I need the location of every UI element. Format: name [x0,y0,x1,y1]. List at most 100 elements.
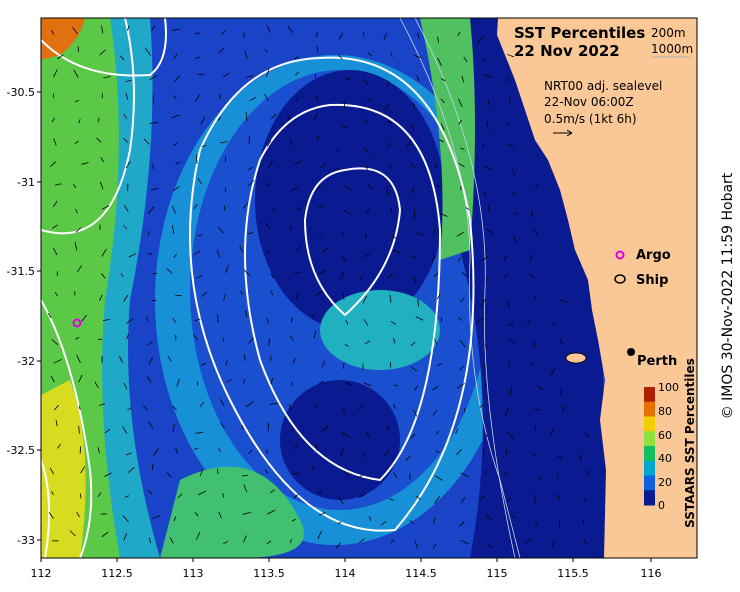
velocity-arrow [487,206,490,212]
velocity-arrow [294,160,302,165]
velocity-arrow [363,253,371,258]
velocity-arrow [147,421,154,429]
velocity-arrow [171,28,181,31]
velocity-arrow [194,56,201,59]
velocity-arrow [193,334,199,341]
velocity-arrow [435,475,443,481]
velocity-arrow [173,94,177,100]
velocity-arrow [123,114,128,120]
velocity-arrow [172,405,177,411]
velocity-arrow [50,29,55,35]
velocity-arrow [270,273,274,279]
velocity-arrow [270,489,275,494]
velocity-arrow [147,206,155,214]
velocity-arrow [412,124,414,132]
velocity-arrow [387,142,392,147]
x-tick-label: 116 [641,567,662,580]
velocity-arrow [125,92,129,101]
velocity-arrow [533,341,536,348]
velocity-arrow [148,537,152,544]
velocity-arrow [459,521,465,527]
velocity-arrow [248,449,253,454]
velocity-arrow [437,57,442,66]
velocity-arrow [177,493,183,498]
ship-legend-icon [614,274,626,284]
velocity-arrow [529,274,536,280]
x-axis: 112 112.5 113 113.5 114 114.5 115 115.5 … [31,558,662,580]
velocity-arrow [126,25,130,31]
isobath-label-200m: 200m [651,26,686,40]
velocity-arrow [434,338,438,345]
velocity-arrow [198,490,207,496]
velocity-arrow [243,535,247,543]
velocity-arrow [341,232,345,237]
velocity-arrow [390,235,398,240]
argo-legend-icon [615,250,625,260]
velocity-arrow [266,183,272,187]
velocity-arrow [342,125,348,129]
velocity-arrow [48,512,54,519]
velocity-arrow [484,343,488,349]
velocity-arrow [242,202,249,209]
velocity-arrow [507,321,515,327]
colorbar [644,387,655,506]
velocity-arrow [417,32,420,40]
velocity-arrow [433,543,437,549]
velocity-arrow [172,424,175,432]
velocity-arrow [266,25,271,33]
velocity-arrow [248,135,251,144]
velocity-arrow [435,450,440,454]
velocity-arrow [166,472,172,478]
velocity-arrow [345,319,349,325]
velocity-arrow [317,530,322,540]
velocity-arrow [484,470,488,476]
velocity-arrow [321,425,330,432]
velocity-arrow [148,356,154,365]
velocity-arrow [550,428,555,435]
velocity-arrow [338,54,343,60]
velocity-arrow [504,408,510,416]
velocity-arrow [225,359,228,366]
velocity-arrow [321,360,326,368]
velocity-arrow [413,209,416,218]
colorbar-title: SSTAARS SST Percentiles [683,358,697,528]
copyright-notice: © IMOS 30-Nov-2022 11:59 Hobart [720,172,736,420]
velocity-arrow [343,470,350,477]
velocity-arrow [431,255,436,263]
velocity-arrow [508,360,511,367]
velocity-arrow [503,471,509,475]
velocity-arrow [583,539,588,545]
yellow-patch-west [41,380,86,558]
velocity-arrow [318,380,325,385]
velocity-arrow [412,276,417,284]
velocity-arrow [201,145,207,147]
velocity-arrow [119,356,124,363]
velocity-arrow [413,54,422,59]
velocity-arrow [485,277,488,283]
velocity-arrow [415,495,421,500]
velocity-arrow [242,379,246,384]
velocity-arrow [218,448,221,452]
velocity-arrow [314,113,318,121]
velocity-arrow [53,359,62,364]
velocity-arrows [47,25,591,549]
velocity-arrow [482,448,485,455]
velocity-arrow [271,208,276,213]
velocity-arrow [51,117,55,123]
velocity-arrow [460,147,465,150]
velocity-arrow [222,337,225,342]
velocity-arrow [123,137,129,143]
velocity-arrow [128,253,136,258]
velocity-arrow [101,531,109,538]
velocity-arrow [193,203,198,209]
velocity-arrow [432,409,438,416]
velocity-arrow [151,25,155,32]
velocity-arrow [77,265,83,273]
velocity-arrow [99,403,106,406]
velocity-arrow [459,365,464,371]
velocity-arrow [79,493,82,499]
velocity-arrow [264,48,268,53]
velocity-arrow [512,234,517,243]
velocity-arrow [295,293,299,300]
